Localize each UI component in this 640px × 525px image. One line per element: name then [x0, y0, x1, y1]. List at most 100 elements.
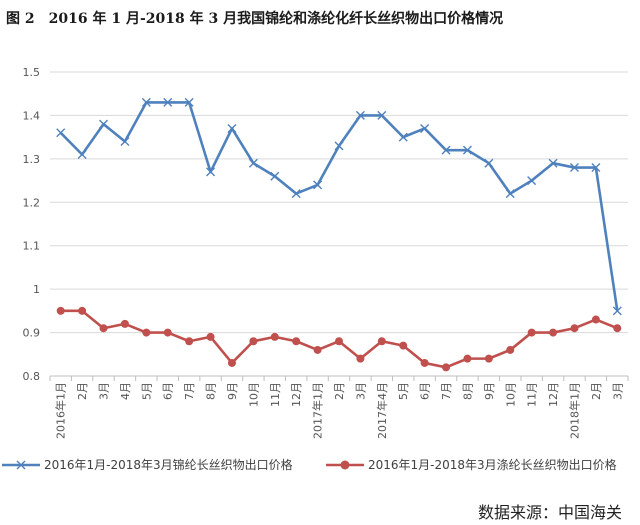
- x-tick-label: 5月: [140, 382, 153, 400]
- data-point-polyester: [527, 328, 536, 337]
- y-tick-label: 1.1: [23, 240, 41, 253]
- data-point-polyester: [377, 337, 386, 346]
- data-point-polyester: [356, 354, 365, 363]
- data-point-nylon: [484, 158, 494, 168]
- y-tick-label: 0.9: [23, 327, 41, 340]
- x-tick-label: 11月: [526, 382, 539, 407]
- data-point-nylon: [120, 136, 130, 146]
- data-point-polyester: [249, 337, 258, 346]
- data-point-polyester: [420, 358, 429, 367]
- x-tick-label: 2018年1月: [567, 382, 581, 439]
- data-point-polyester: [313, 345, 322, 354]
- data-point-nylon: [591, 163, 601, 173]
- data-point-nylon: [141, 97, 151, 107]
- x-tick-label: 11月: [269, 382, 282, 407]
- y-tick-label: 1.2: [23, 196, 41, 209]
- y-tick-label: 1.5: [23, 66, 41, 79]
- data-point-nylon: [313, 180, 323, 190]
- data-point-polyester: [399, 341, 408, 350]
- data-point-polyester: [56, 306, 65, 315]
- data-point-nylon: [248, 158, 258, 168]
- series-polyester: [56, 306, 622, 372]
- data-point-nylon: [377, 110, 387, 120]
- data-point-polyester: [442, 363, 451, 372]
- x-tick-label: 10月: [247, 382, 260, 407]
- data-point-nylon: [270, 171, 280, 181]
- data-point-polyester: [78, 306, 87, 315]
- data-point-nylon: [569, 163, 579, 173]
- x-tick-label: 3月: [611, 382, 624, 400]
- x-tick-label: 2月: [333, 382, 346, 400]
- series-nylon: [56, 97, 622, 316]
- data-point-polyester: [506, 345, 515, 354]
- x-tick-label: 4月: [119, 382, 132, 400]
- data-point-nylon: [355, 110, 365, 120]
- x-tick-label: 3月: [98, 382, 111, 400]
- x-tick-label: 6月: [419, 382, 432, 400]
- data-point-nylon: [163, 97, 173, 107]
- x-tick-label: 8月: [205, 382, 218, 400]
- x-tick-label: 2017年4月: [375, 382, 389, 439]
- data-point-nylon: [420, 123, 430, 133]
- data-point-nylon: [398, 132, 408, 142]
- data-point-polyester: [185, 337, 194, 346]
- y-axis-tick-labels: 0.8 0.9 1 1.1 1.2 1.3 1.4 1.5: [23, 66, 41, 383]
- x-axis: [49, 375, 629, 381]
- data-point-polyester: [549, 328, 558, 337]
- data-point-nylon: [441, 145, 451, 155]
- y-tick-label: 1.4: [23, 109, 41, 122]
- chart-title: 图 2 2016 年 1 月-2018 年 3 月我国锦纶和涤纶化纤长丝织物出口…: [6, 11, 504, 27]
- y-tick-label: 1.3: [23, 153, 41, 166]
- x-tick-label: 7月: [183, 382, 196, 400]
- x-tick-label: 9月: [226, 382, 239, 400]
- data-point-polyester: [99, 324, 108, 333]
- data-point-nylon: [462, 145, 472, 155]
- data-point-nylon: [548, 158, 558, 168]
- data-point-polyester: [227, 358, 236, 367]
- data-point-nylon: [184, 97, 194, 107]
- data-point-polyester: [335, 337, 343, 346]
- legend: 2016年1月-2018年3月锦纶长丝织物出口价格 2016年1月-2018年3…: [2, 457, 617, 472]
- data-point-polyester: [206, 332, 215, 341]
- data-point-polyester: [613, 324, 622, 333]
- data-point-polyester: [570, 324, 579, 333]
- data-point-polyester: [463, 354, 472, 363]
- series-line-nylon: [59, 101, 619, 312]
- data-point-nylon: [334, 141, 344, 151]
- legend-marker-polyester: [340, 460, 350, 470]
- data-point-polyester: [484, 354, 493, 363]
- series-layer: [56, 97, 622, 372]
- legend-marker-nylon: [16, 460, 26, 470]
- data-source-note: 数据来源：中国海关: [477, 503, 622, 522]
- data-point-nylon: [99, 119, 109, 129]
- x-tick-label: 10月: [504, 382, 517, 407]
- x-axis-tick-labels: 2016年1月 2月 3月 4月 5月 6月 7月 8月 9月 10月 11月 12月 2017年1月 2…: [54, 382, 625, 439]
- data-point-polyester: [270, 332, 279, 341]
- data-point-polyester: [292, 337, 301, 346]
- data-point-polyester: [591, 315, 600, 324]
- x-tick-label: 6月: [162, 382, 175, 400]
- data-point-nylon: [612, 306, 622, 316]
- x-tick-label: 9月: [483, 382, 496, 400]
- data-point-polyester: [163, 328, 172, 337]
- legend-label-polyester: 2016年1月-2018年3月涤纶长丝织物出口价格: [368, 457, 617, 472]
- x-tick-label: 3月: [354, 382, 367, 400]
- data-point-nylon: [505, 189, 515, 199]
- x-tick-label: 2017年1月: [311, 382, 325, 439]
- legend-label-nylon: 2016年1月-2018年3月锦纶长丝织物出口价格: [44, 457, 293, 472]
- x-tick-label: 12月: [547, 382, 560, 407]
- x-tick-label: 8月: [461, 382, 474, 400]
- data-point-nylon: [206, 167, 216, 177]
- x-tick-label: 5月: [397, 382, 410, 400]
- data-point-polyester: [142, 328, 151, 337]
- x-tick-label: 2月: [590, 382, 603, 400]
- x-tick-label: 2月: [76, 382, 89, 400]
- data-point-polyester: [120, 319, 129, 328]
- data-point-nylon: [77, 150, 87, 160]
- x-tick-label: 2016年1月: [54, 382, 68, 439]
- data-point-nylon: [56, 128, 66, 138]
- data-point-nylon: [527, 176, 537, 186]
- y-tick-label: 1: [33, 283, 40, 296]
- data-point-nylon: [291, 189, 301, 199]
